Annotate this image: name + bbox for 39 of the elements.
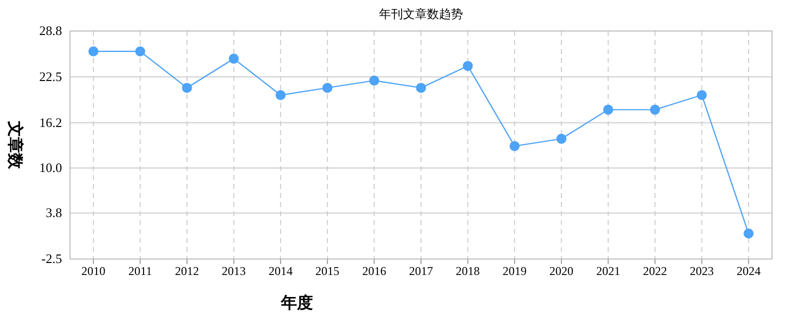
x-tick-label: 2018 — [456, 264, 480, 278]
point — [510, 141, 520, 152]
x-tick-label: 2017 — [409, 264, 433, 278]
x-tick-label: 2020 — [549, 264, 574, 278]
point — [228, 54, 239, 64]
x-axis-title: 年度 — [280, 293, 313, 312]
x-tick-label: 2016 — [362, 264, 386, 278]
x-tick-label: 2012 — [175, 264, 199, 278]
point — [603, 104, 614, 115]
x-tick-label: 2021 — [596, 264, 620, 278]
point — [650, 104, 660, 115]
y-tick-label: -2.5 — [41, 251, 62, 266]
x-tick-label: 2010 — [81, 264, 106, 278]
x-tick-label: 2022 — [643, 264, 667, 278]
point — [182, 82, 192, 93]
x-tick-label: 2023 — [690, 264, 714, 278]
point — [696, 90, 707, 100]
x-tick-label: 2014 — [268, 264, 293, 278]
point — [322, 82, 332, 93]
point — [556, 134, 566, 144]
x-tick-label: 2011 — [128, 264, 152, 278]
x-tick-label: 2019 — [502, 264, 527, 278]
y-tick-label: 16.2 — [39, 114, 62, 130]
y-axis-title: 文章数 — [6, 120, 24, 170]
y-tick-label: 3.8 — [46, 205, 62, 220]
x-tick-label: 2015 — [315, 264, 340, 278]
y-tick-label: 22.5 — [39, 68, 62, 84]
chart-title: 年刊文章数趋势 — [379, 7, 463, 21]
y-tick-label: 10.0 — [39, 160, 62, 175]
point — [369, 76, 380, 86]
point — [276, 90, 286, 100]
x-tick-label: 2013 — [222, 264, 246, 278]
point — [135, 46, 146, 56]
point — [88, 46, 98, 56]
x-tick-label: 2024 — [736, 264, 761, 278]
y-tick-label: 28.8 — [39, 23, 62, 38]
point — [416, 82, 426, 93]
point — [744, 228, 754, 239]
point — [462, 60, 473, 71]
